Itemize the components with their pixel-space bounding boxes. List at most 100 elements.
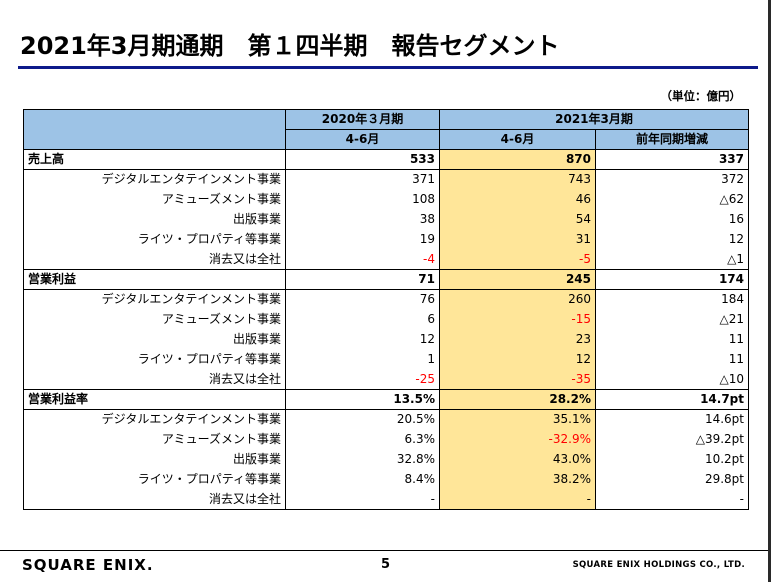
value-cell: 46 <box>439 189 596 210</box>
value-cell: 743 <box>439 169 596 190</box>
section-total-cell: 533 <box>285 149 440 170</box>
table-row: 消去又は全社 - - - <box>23 489 749 510</box>
section-total-cell: 870 <box>439 149 596 170</box>
section-total-cell: 71 <box>285 269 440 290</box>
value-cell: 20.5% <box>285 409 440 430</box>
value-cell: 6.3% <box>285 429 440 450</box>
section-label: 営業利益 <box>23 269 286 290</box>
segment-label: ライツ・プロパティ等事業 <box>23 229 286 250</box>
section-total-cell: 174 <box>595 269 749 290</box>
segment-label: アミューズメント事業 <box>23 309 286 330</box>
company-name: SQUARE ENIX HOLDINGS CO., LTD. <box>572 560 745 570</box>
table-row: ライツ・プロパティ等事業 19 31 12 <box>23 229 749 250</box>
table-row: 出版事業 32.8% 43.0% 10.2pt <box>23 449 749 470</box>
segment-label: 出版事業 <box>23 209 286 230</box>
table-row: 売上高 533 870 337 <box>23 149 749 170</box>
section-total-cell: 13.5% <box>285 389 440 410</box>
value-cell: 11 <box>595 349 749 370</box>
value-cell: 14.6pt <box>595 409 749 430</box>
segment-label: デジタルエンタテインメント事業 <box>23 409 286 430</box>
section-total-cell: 28.2% <box>439 389 596 410</box>
value-cell: - <box>595 489 749 510</box>
table-row: 消去又は全社 -25 -35 △10 <box>23 369 749 390</box>
segment-table: 2020年３月期 2021年3月期 4-6月 4-6月 前年同期増減 売上高 53… <box>23 109 749 510</box>
table-row: デジタルエンタテインメント事業 20.5% 35.1% 14.6pt <box>23 409 749 430</box>
table-row: ライツ・プロパティ等事業 1 12 11 <box>23 349 749 370</box>
header-prev-year: 2020年３月期 <box>285 109 440 130</box>
value-cell: 184 <box>595 289 749 310</box>
segment-label: 出版事業 <box>23 329 286 350</box>
header-prev-period: 4-6月 <box>285 129 440 150</box>
section-total-cell: 245 <box>439 269 596 290</box>
value-cell: △39.2pt <box>595 429 749 450</box>
segment-label: 消去又は全社 <box>23 249 286 270</box>
header-curr-year: 2021年3月期 <box>439 109 749 130</box>
table-row: 出版事業 38 54 16 <box>23 209 749 230</box>
value-cell: 43.0% <box>439 449 596 470</box>
section-total-cell: 337 <box>595 149 749 170</box>
header-curr-period: 4-6月 <box>439 129 596 150</box>
segment-label: アミューズメント事業 <box>23 429 286 450</box>
value-cell: 76 <box>285 289 440 310</box>
table-row: 出版事業 12 23 11 <box>23 329 749 350</box>
footer-divider <box>0 550 768 551</box>
page-title: 2021年3月期通期 第１四半期 報告セグメント <box>20 32 560 60</box>
value-cell: 12 <box>285 329 440 350</box>
segment-label: ライツ・プロパティ等事業 <box>23 469 286 490</box>
value-cell: 35.1% <box>439 409 596 430</box>
unit-label: （単位：億円） <box>660 89 742 103</box>
table-row: アミューズメント事業 6 -15 △21 <box>23 309 749 330</box>
value-cell: -5 <box>439 249 596 270</box>
value-cell: △21 <box>595 309 749 330</box>
segment-label: ライツ・プロパティ等事業 <box>23 349 286 370</box>
section-total-cell: 14.7pt <box>595 389 749 410</box>
value-cell: 371 <box>285 169 440 190</box>
value-cell: 29.8pt <box>595 469 749 490</box>
value-cell: 16 <box>595 209 749 230</box>
value-cell: 31 <box>439 229 596 250</box>
segment-label: 消去又は全社 <box>23 489 286 510</box>
value-cell: △1 <box>595 249 749 270</box>
value-cell: 54 <box>439 209 596 230</box>
table-row: 営業利益 71 245 174 <box>23 269 749 290</box>
value-cell: -35 <box>439 369 596 390</box>
table-row: 消去又は全社 -4 -5 △1 <box>23 249 749 270</box>
segment-label: アミューズメント事業 <box>23 189 286 210</box>
header-blank <box>23 109 286 150</box>
table-row: アミューズメント事業 108 46 △62 <box>23 189 749 210</box>
value-cell: 32.8% <box>285 449 440 470</box>
segment-label: 消去又は全社 <box>23 369 286 390</box>
company-logo: SQUARE ENIX. <box>22 556 154 574</box>
value-cell: 108 <box>285 189 440 210</box>
value-cell: 19 <box>285 229 440 250</box>
value-cell: 38 <box>285 209 440 230</box>
value-cell: △62 <box>595 189 749 210</box>
segment-label: デジタルエンタテインメント事業 <box>23 169 286 190</box>
value-cell: 8.4% <box>285 469 440 490</box>
segment-label: デジタルエンタテインメント事業 <box>23 289 286 310</box>
value-cell: 38.2% <box>439 469 596 490</box>
value-cell: 260 <box>439 289 596 310</box>
header-yoy: 前年同期増減 <box>595 129 749 150</box>
value-cell: -15 <box>439 309 596 330</box>
table-row: デジタルエンタテインメント事業 371 743 372 <box>23 169 749 190</box>
page-number: 5 <box>381 557 391 572</box>
table-row: デジタルエンタテインメント事業 76 260 184 <box>23 289 749 310</box>
section-label: 営業利益率 <box>23 389 286 410</box>
title-underline <box>18 66 758 69</box>
value-cell: - <box>439 489 596 510</box>
table-row: アミューズメント事業 6.3% -32.9% △39.2pt <box>23 429 749 450</box>
segment-label: 出版事業 <box>23 449 286 470</box>
value-cell: - <box>285 489 440 510</box>
value-cell: 10.2pt <box>595 449 749 470</box>
value-cell: 6 <box>285 309 440 330</box>
value-cell: 1 <box>285 349 440 370</box>
value-cell: 11 <box>595 329 749 350</box>
slide-edge <box>768 0 771 582</box>
table-row: ライツ・プロパティ等事業 8.4% 38.2% 29.8pt <box>23 469 749 490</box>
value-cell: 12 <box>439 349 596 370</box>
value-cell: -4 <box>285 249 440 270</box>
value-cell: -32.9% <box>439 429 596 450</box>
value-cell: -25 <box>285 369 440 390</box>
